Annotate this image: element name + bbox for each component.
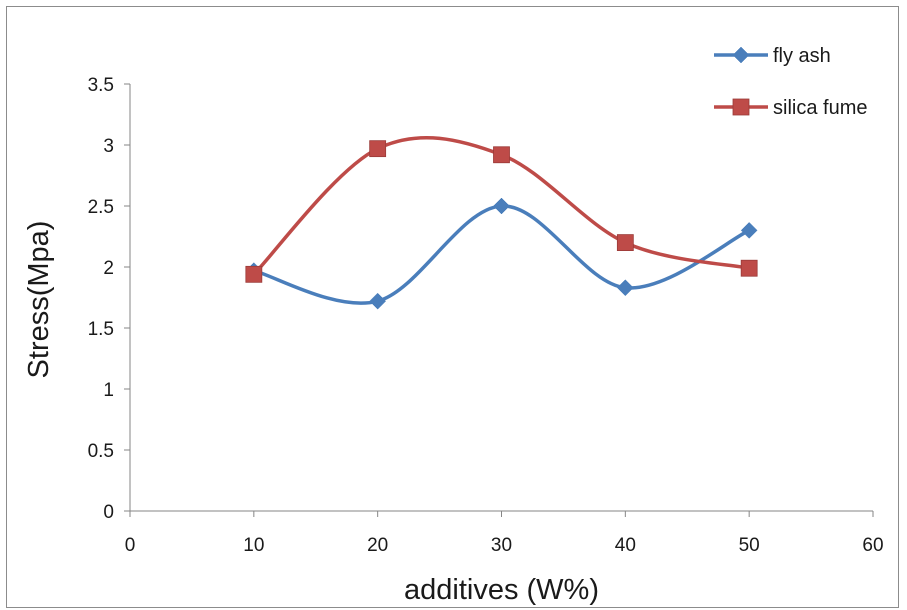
legend-marker-fly-ash — [732, 46, 750, 64]
x-tick-label: 50 — [739, 535, 760, 556]
x-tick-label: 10 — [243, 535, 264, 556]
y-tick-label: 0.5 — [88, 441, 114, 462]
y-tick-label: 0 — [103, 502, 114, 523]
data-point-silica-fume — [245, 265, 263, 283]
legend-label-fly-ash: fly ash — [773, 45, 831, 67]
y-tick-label: 2 — [103, 258, 114, 279]
x-tick-label: 60 — [862, 535, 883, 556]
x-tick-label: 40 — [615, 535, 636, 556]
x-axis-title: additives (W%) — [404, 574, 599, 606]
data-point-silica-fume — [740, 259, 758, 277]
legend: fly ash silica fume — [714, 45, 867, 119]
series-line-fly-ash — [252, 204, 751, 305]
data-point-silica-fume — [369, 140, 387, 158]
y-tick-label: 2.5 — [88, 197, 114, 218]
x-tick-label: 0 — [125, 535, 136, 556]
tick-labels: 0 0.5 1 1.5 2 2.5 3 3.5 0 10 20 30 40 50 60 — [88, 75, 884, 556]
y-tick-label: 1 — [103, 380, 114, 401]
y-tick-label: 3 — [103, 136, 114, 157]
axes — [124, 83, 874, 517]
y-axis-title: Stress(Mpa) — [23, 221, 55, 379]
series-markers — [245, 140, 758, 310]
data-point-fly-ash — [740, 222, 758, 239]
data-point-fly-ash — [493, 197, 510, 215]
y-tick-label: 1.5 — [88, 319, 114, 340]
x-tick-label: 30 — [491, 535, 512, 556]
data-point-silica-fume — [493, 146, 510, 164]
legend-label-silica-fume: silica fume — [773, 97, 867, 119]
y-tick-label: 3.5 — [88, 75, 114, 96]
legend-marker-silica-fume — [732, 98, 750, 116]
data-point-fly-ash — [369, 292, 387, 310]
data-point-silica-fume — [616, 234, 634, 252]
x-tick-label: 20 — [367, 535, 388, 556]
data-point-fly-ash — [616, 279, 634, 297]
